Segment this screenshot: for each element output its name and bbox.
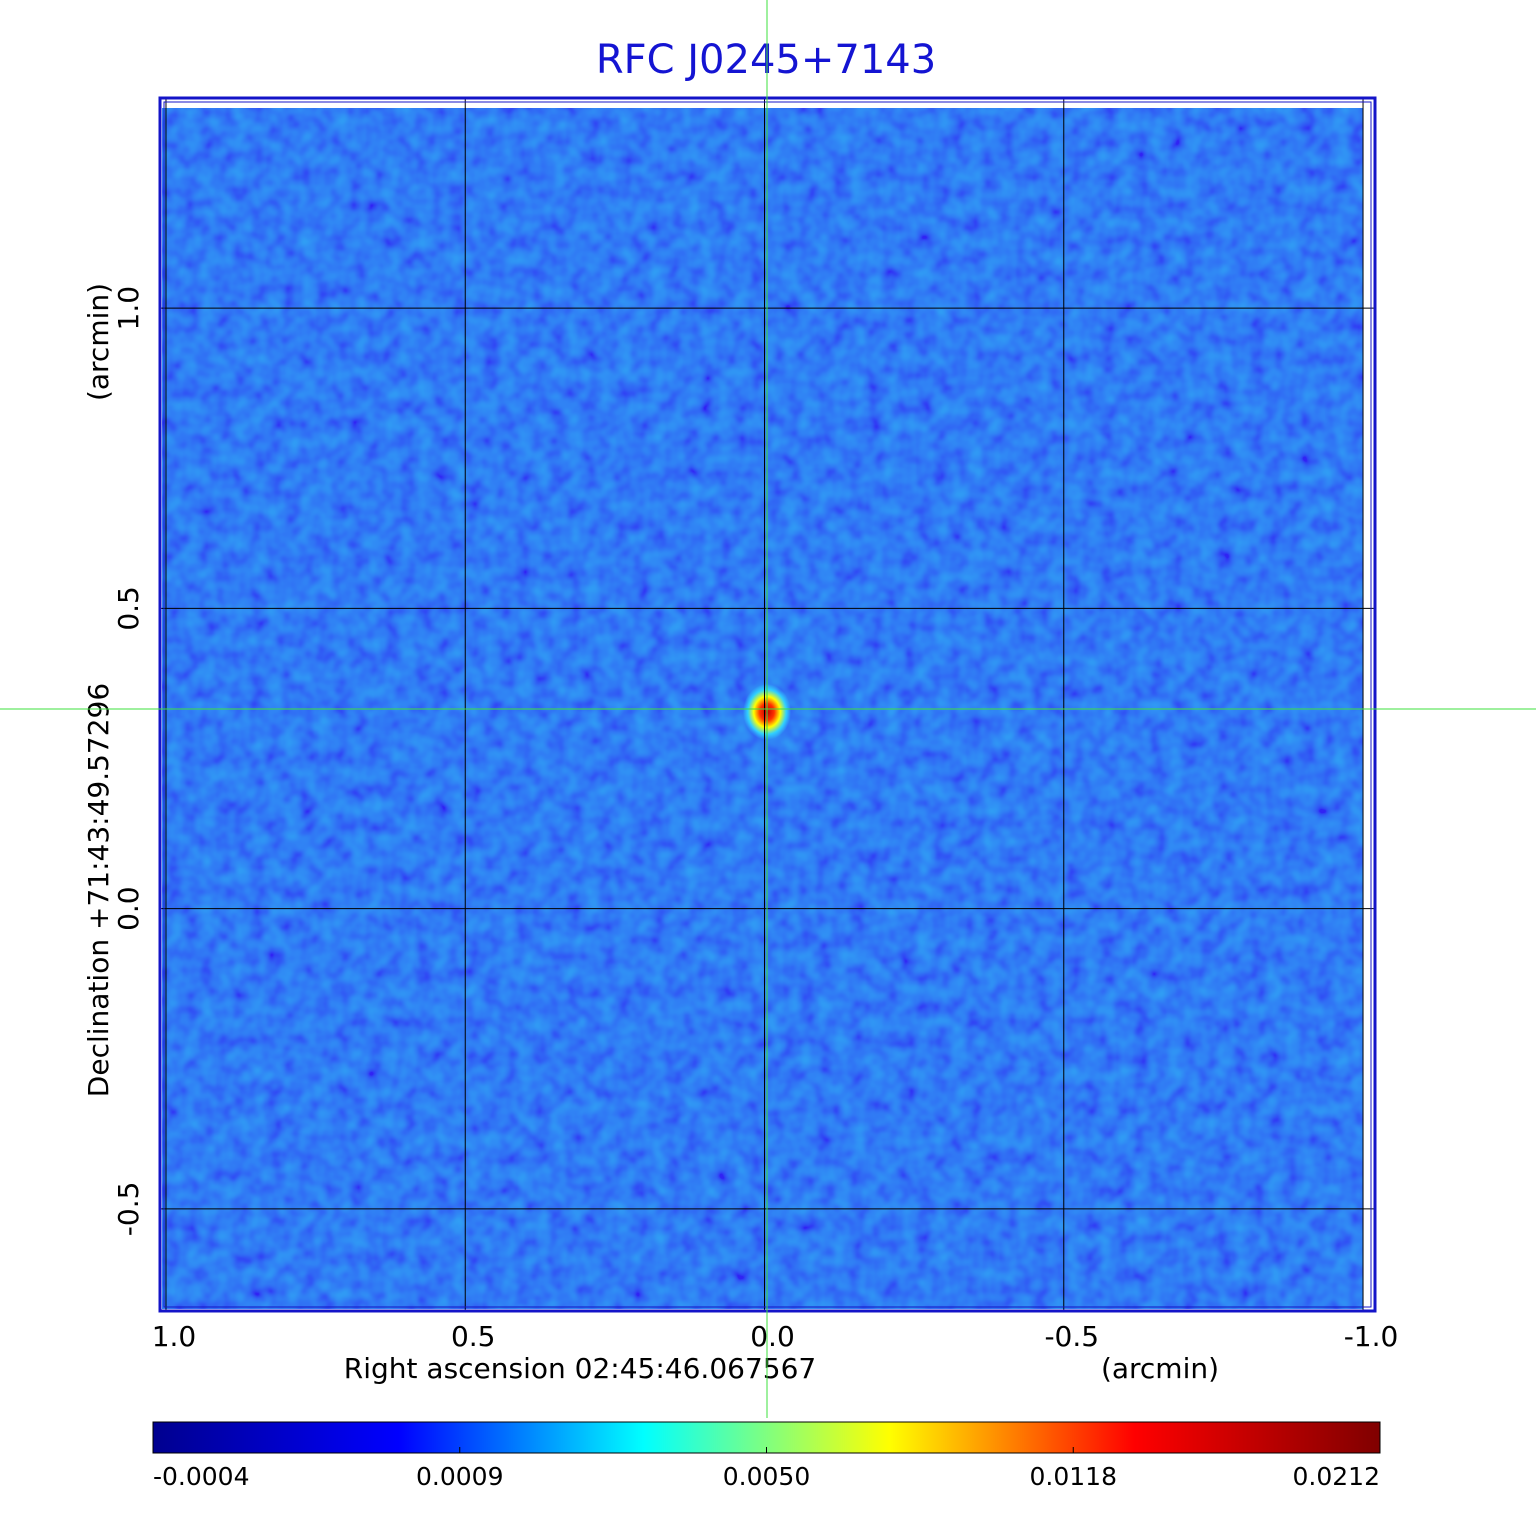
x-axis-label: Right ascension 02:45:46.067567 [344,1352,816,1385]
colorbar-tick-label: 0.0212 [1293,1462,1380,1491]
y-tick-label: 0.0 [112,886,145,931]
x-tick-label: 0.5 [451,1320,496,1353]
y-tick-label: -0.5 [112,1182,145,1237]
colorbar-tick-label: -0.0004 [153,1462,250,1491]
x-tick-label: -0.5 [1044,1320,1099,1353]
y-axis-label: Declination +71:43:49.57296 [82,683,115,1097]
colorbar-tick-label: 0.0050 [723,1462,810,1491]
x-tick-label: 1.0 [152,1320,197,1353]
x-axis-unit: (arcmin) [1101,1352,1219,1385]
chart-title: RFC J0245+7143 [596,37,936,83]
x-tick-label: 0.0 [750,1320,795,1353]
y-tick-label: 1.0 [112,286,145,331]
colorbar-tick-label: 0.0118 [1030,1462,1117,1491]
y-axis-unit: (arcmin) [82,283,115,401]
x-tick-label: -1.0 [1344,1320,1399,1353]
y-tick-label: 0.5 [112,586,145,631]
colorbar-tick-label: 0.0009 [416,1462,503,1491]
